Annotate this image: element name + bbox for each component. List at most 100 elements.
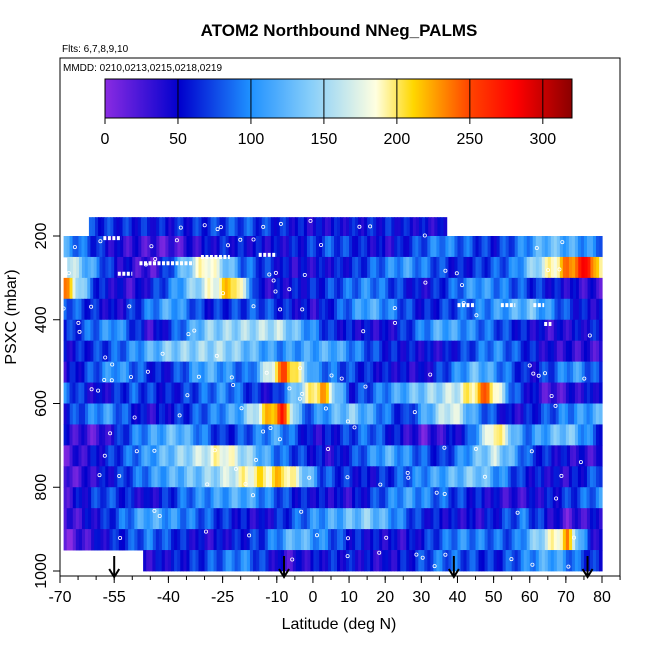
heat-cell: [291, 340, 296, 363]
heat-cell: [144, 319, 148, 342]
heat-cell: [159, 382, 163, 404]
heat-cell: [171, 508, 175, 530]
heat-cell: [400, 361, 404, 383]
heat-cell: [385, 487, 389, 509]
heat-cell: [240, 508, 245, 530]
sample-marker: [307, 475, 312, 480]
heat-cell: [90, 298, 94, 321]
heat-cell: [511, 277, 516, 300]
heat-cell: [587, 445, 592, 467]
heat-cell: [145, 466, 149, 488]
heat-cell: [207, 256, 212, 279]
sample-marker: [345, 536, 350, 541]
heat-cell: [249, 217, 254, 239]
heat-cell: [429, 403, 434, 425]
heat-cell: [120, 466, 125, 488]
heat-cell: [81, 508, 86, 530]
heat-cell: [367, 550, 371, 572]
flight-arrow-head: [278, 568, 290, 579]
heat-cell: [324, 277, 329, 300]
heat-cell: [538, 550, 543, 572]
heat-cell: [100, 508, 104, 530]
sample-marker: [203, 529, 208, 534]
heat-cell: [352, 382, 356, 404]
heat-cell: [343, 256, 347, 279]
heat-cell: [291, 256, 296, 279]
heat-cell: [126, 277, 130, 300]
heat-cell: [149, 508, 154, 530]
heat-cell: [131, 487, 135, 509]
sample-marker: [103, 355, 108, 360]
heat-cell: [394, 361, 398, 383]
heat-cell: [433, 487, 437, 509]
heat-cell: [219, 529, 224, 551]
heat-cell: [318, 277, 323, 300]
heat-cell: [510, 508, 515, 530]
heat-cell: [189, 487, 194, 509]
heat-cell: [412, 298, 416, 321]
heat-cell: [556, 424, 561, 446]
heat-cell: [150, 256, 154, 279]
heat-cell: [493, 466, 497, 488]
heat-cell: [529, 319, 534, 342]
heat-cell: [424, 508, 428, 530]
heat-cell: [476, 424, 480, 446]
heat-cell: [436, 319, 440, 342]
heat-cell: [168, 256, 173, 279]
heat-cell: [135, 466, 140, 488]
heat-cell: [412, 256, 416, 279]
heat-cell: [529, 403, 533, 425]
heat-cell: [346, 466, 351, 488]
heat-cell: [164, 529, 169, 551]
heat-cell: [415, 487, 419, 509]
heat-cell: [427, 487, 431, 509]
sample-marker: [530, 562, 535, 567]
heat-cell: [355, 550, 359, 572]
heat-cell: [213, 256, 218, 279]
heat-cell: [394, 424, 398, 446]
heat-cell: [391, 445, 395, 467]
heat-cell: [516, 424, 521, 446]
heat-cell: [355, 382, 359, 404]
heat-cell: [487, 424, 492, 446]
heat-cell: [201, 550, 206, 572]
heat-cell: [198, 529, 203, 551]
heat-cell: [120, 445, 124, 467]
heat-cell: [270, 529, 275, 551]
heat-cell: [355, 487, 359, 509]
heat-cell: [469, 361, 474, 383]
heat-cell: [90, 424, 94, 446]
heat-cell: [108, 382, 112, 404]
heat-cell: [511, 298, 516, 321]
heat-cell: [186, 529, 190, 551]
heat-cell: [355, 340, 359, 363]
heat-cell: [162, 445, 166, 467]
heat-cell: [352, 529, 356, 551]
colorbar: 0 50 100 150 200 250 300: [101, 78, 573, 148]
heat-cell: [290, 382, 294, 404]
heat-cell: [284, 382, 289, 404]
sample-marker: [461, 301, 466, 306]
heat-cell: [267, 256, 272, 279]
heat-cell: [565, 236, 570, 258]
heat-cell: [547, 424, 551, 446]
heat-cell: [137, 361, 142, 383]
sample-marker: [299, 509, 304, 514]
heat-cell: [159, 277, 163, 300]
heat-cell: [201, 298, 206, 321]
heat-cell: [505, 256, 510, 279]
heat-cell: [481, 529, 486, 551]
heat-cell: [183, 529, 187, 551]
heat-cell: [279, 340, 284, 363]
heat-cell: [207, 487, 212, 509]
heat-cell: [599, 445, 603, 467]
heat-cell: [210, 277, 214, 300]
heat-cell: [246, 445, 251, 467]
heat-cell: [445, 550, 450, 572]
heat-cell: [571, 487, 575, 509]
heat-cell: [442, 256, 447, 279]
heat-cell: [141, 298, 145, 321]
heat-cell: [78, 466, 83, 488]
heat-cell: [469, 445, 474, 467]
flight-arrow-head: [448, 568, 460, 579]
